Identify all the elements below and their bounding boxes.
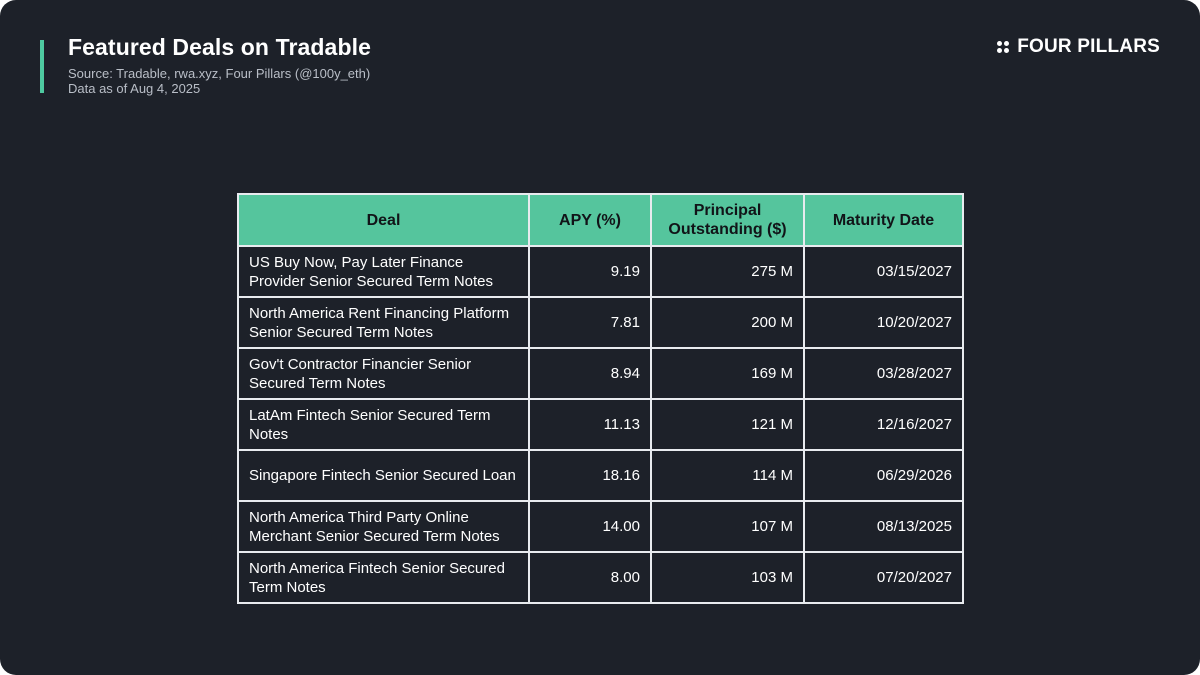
- deal-name-cell: North America Rent Financing Platform Se…: [237, 296, 530, 349]
- apy-cell: 14.00: [528, 500, 652, 553]
- column-header-principal: Principal Outstanding ($): [650, 193, 805, 247]
- table-row: North America Third Party Online Merchan…: [237, 500, 964, 553]
- table-body: US Buy Now, Pay Later Finance Provider S…: [237, 245, 964, 604]
- column-header-apy: APY (%): [528, 193, 652, 247]
- apy-cell: 7.81: [528, 296, 652, 349]
- apy-cell: 18.16: [528, 449, 652, 502]
- principal-cell: 169 M: [650, 347, 805, 400]
- table-row: North America Rent Financing Platform Se…: [237, 296, 964, 349]
- source-note: Source: Tradable, rwa.xyz, Four Pillars …: [68, 66, 371, 81]
- principal-cell: 275 M: [650, 245, 805, 298]
- column-header-maturity: Maturity Date: [803, 193, 964, 247]
- column-header-deal: Deal: [237, 193, 530, 247]
- apy-cell: 8.00: [528, 551, 652, 604]
- deal-name-cell: US Buy Now, Pay Later Finance Provider S…: [237, 245, 530, 298]
- data-date-note: Data as of Aug 4, 2025: [68, 81, 201, 96]
- maturity-date-cell: 07/20/2027: [803, 551, 964, 604]
- maturity-date-cell: 08/13/2025: [803, 500, 964, 553]
- table-header-row: Deal APY (%) Principal Outstanding ($) Ma…: [237, 193, 964, 247]
- apy-cell: 11.13: [528, 398, 652, 451]
- table-row: North America Fintech Senior Secured Ter…: [237, 551, 964, 604]
- table-row: Singapore Fintech Senior Secured Loan 18.…: [237, 449, 964, 502]
- brand-name: FOUR PILLARS: [1017, 36, 1160, 57]
- maturity-date-cell: 03/15/2027: [803, 245, 964, 298]
- title-accent-bar: [40, 40, 44, 93]
- deal-name-cell: Gov't Contractor Financier Senior Secure…: [237, 347, 530, 400]
- deal-name-cell: Singapore Fintech Senior Secured Loan: [237, 449, 530, 502]
- principal-cell: 107 M: [650, 500, 805, 553]
- brand-logo: FOUR PILLARS: [997, 36, 1160, 58]
- table-row: US Buy Now, Pay Later Finance Provider S…: [237, 245, 964, 298]
- chart-title: Featured Deals on Tradable: [68, 34, 371, 60]
- principal-cell: 121 M: [650, 398, 805, 451]
- table-row: Gov't Contractor Financier Senior Secure…: [237, 347, 964, 400]
- maturity-date-cell: 12/16/2027: [803, 398, 964, 451]
- apy-cell: 9.19: [528, 245, 652, 298]
- apy-cell: 8.94: [528, 347, 652, 400]
- maturity-date-cell: 03/28/2027: [803, 347, 964, 400]
- deal-name-cell: North America Fintech Senior Secured Ter…: [237, 551, 530, 604]
- deal-name-cell: LatAm Fintech Senior Secured Term Notes: [237, 398, 530, 451]
- deal-name-cell: North America Third Party Online Merchan…: [237, 500, 530, 553]
- table-row: LatAm Fintech Senior Secured Term Notes 1…: [237, 398, 964, 451]
- principal-cell: 114 M: [650, 449, 805, 502]
- maturity-date-cell: 10/20/2027: [803, 296, 964, 349]
- principal-cell: 103 M: [650, 551, 805, 604]
- four-dots-icon: [997, 41, 1010, 53]
- deals-table: Deal APY (%) Principal Outstanding ($) Ma…: [237, 193, 964, 604]
- maturity-date-cell: 06/29/2026: [803, 449, 964, 502]
- principal-cell: 200 M: [650, 296, 805, 349]
